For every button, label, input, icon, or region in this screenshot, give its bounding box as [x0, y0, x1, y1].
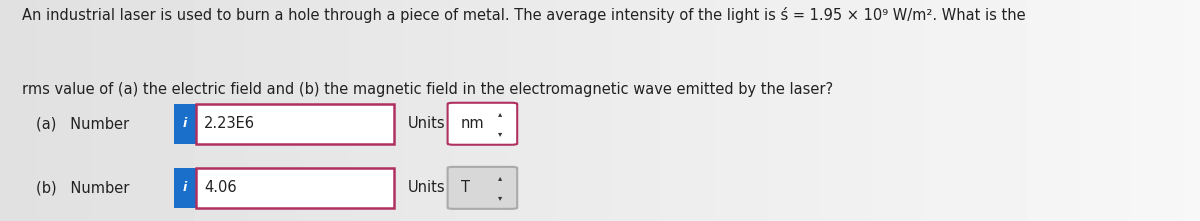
FancyBboxPatch shape	[196, 104, 394, 144]
Text: T: T	[461, 180, 470, 195]
Text: rms value of (a) the electric field and (b) the magnetic field in the electromag: rms value of (a) the electric field and …	[22, 82, 833, 97]
Text: i: i	[182, 117, 187, 130]
Text: 2.23E6: 2.23E6	[204, 116, 254, 131]
Text: ▾: ▾	[498, 193, 503, 202]
Text: Units: Units	[408, 116, 445, 131]
Text: ▴: ▴	[498, 109, 503, 118]
Text: ▴: ▴	[498, 173, 503, 182]
Text: ▾: ▾	[498, 129, 503, 138]
Text: nm: nm	[461, 116, 485, 131]
FancyBboxPatch shape	[448, 167, 517, 209]
FancyBboxPatch shape	[448, 103, 517, 145]
FancyBboxPatch shape	[174, 104, 196, 144]
FancyBboxPatch shape	[174, 168, 196, 208]
Text: Units: Units	[408, 180, 445, 195]
FancyBboxPatch shape	[196, 168, 394, 208]
Text: An industrial laser is used to burn a hole through a piece of metal. The average: An industrial laser is used to burn a ho…	[22, 7, 1025, 23]
Text: (a)   Number: (a) Number	[36, 116, 130, 131]
Text: (b)   Number: (b) Number	[36, 180, 130, 195]
Text: i: i	[182, 181, 187, 194]
Text: 4.06: 4.06	[204, 180, 236, 195]
